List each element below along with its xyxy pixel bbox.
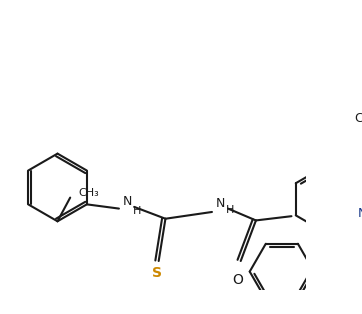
Text: S: S xyxy=(152,266,162,280)
Text: N: N xyxy=(122,195,132,208)
Text: Cl: Cl xyxy=(354,112,362,126)
Text: H: H xyxy=(132,206,141,216)
Text: O: O xyxy=(232,273,243,287)
Text: N: N xyxy=(358,207,362,220)
Text: CH₃: CH₃ xyxy=(79,188,100,198)
Text: H: H xyxy=(226,205,234,215)
Text: N: N xyxy=(215,197,225,210)
